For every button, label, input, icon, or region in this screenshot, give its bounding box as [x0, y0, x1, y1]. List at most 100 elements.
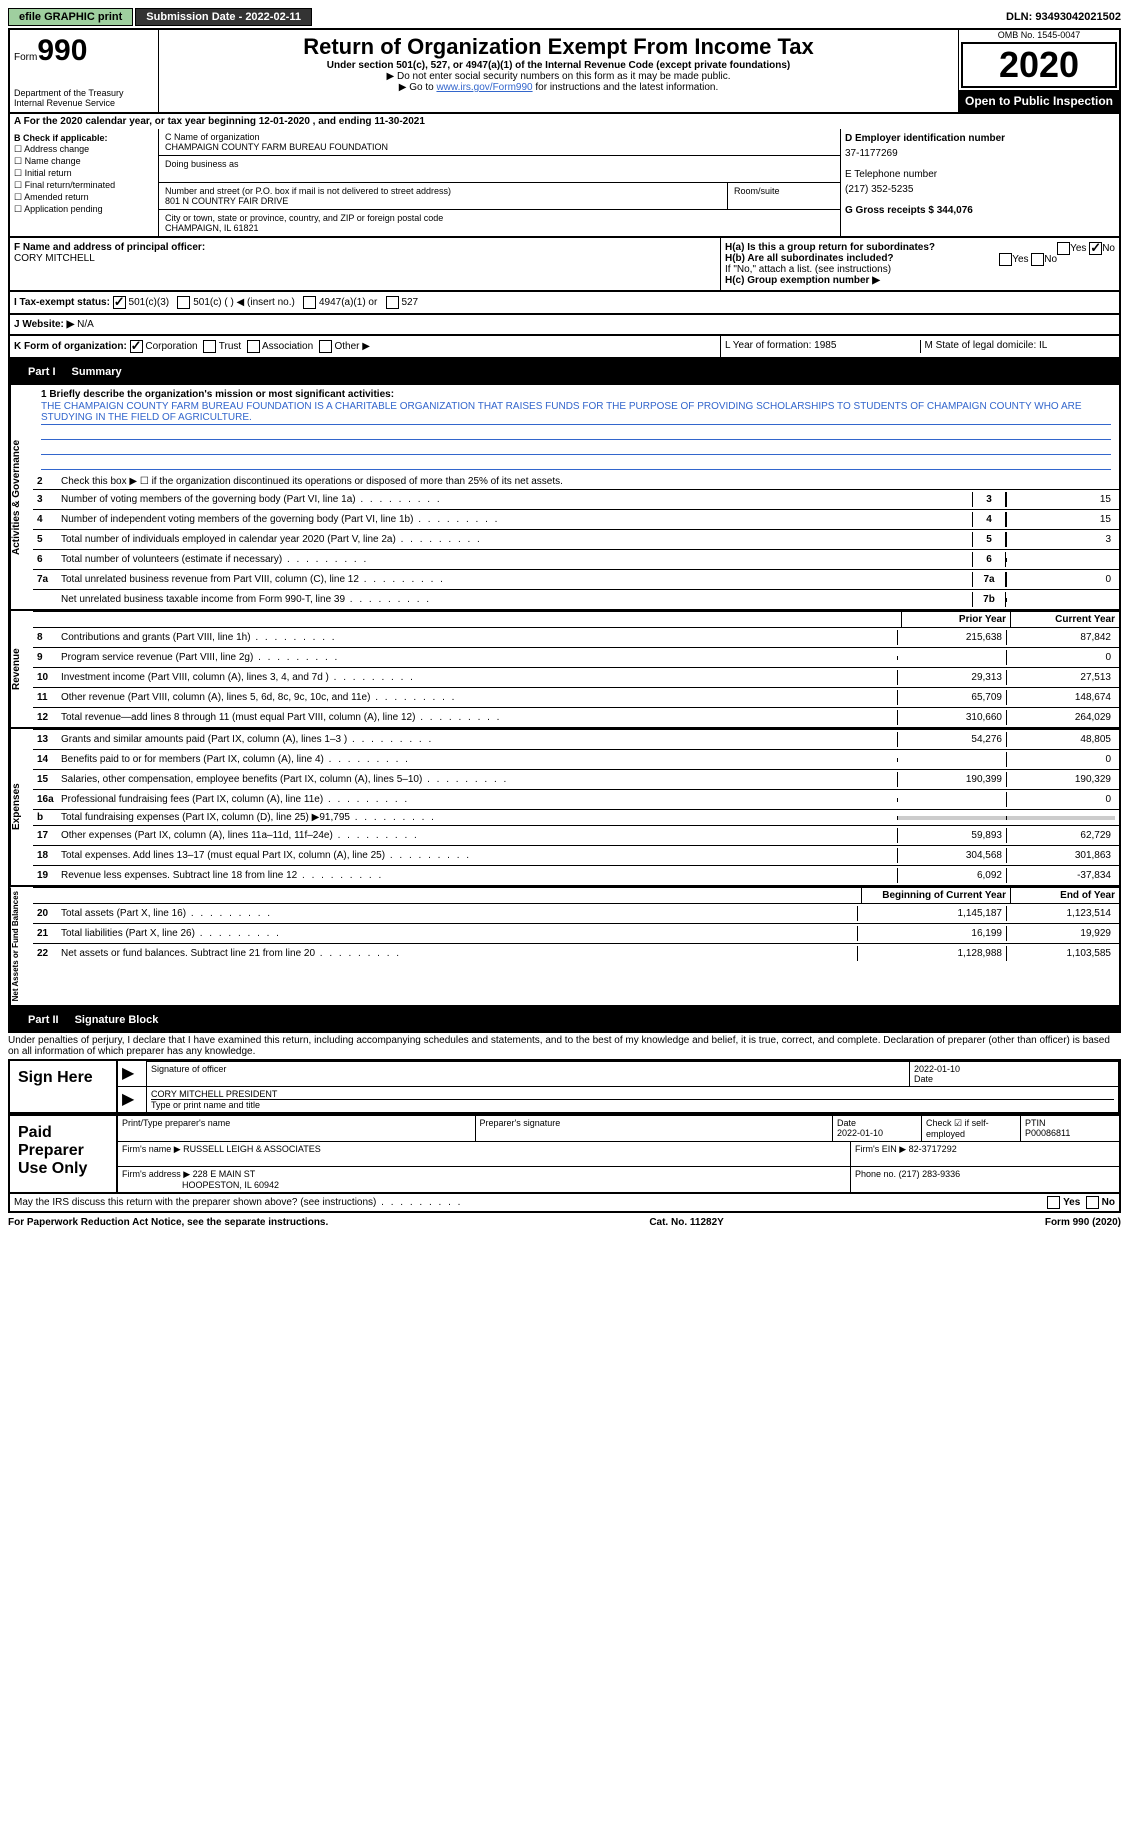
hc-label: H(c) Group exemption number ▶: [725, 275, 880, 286]
k-assoc[interactable]: [247, 340, 260, 353]
header-bar: efile GRAPHIC print Submission Date - 20…: [8, 8, 1121, 26]
date-label: Date: [914, 1074, 933, 1084]
form-title: Return of Organization Exempt From Incom…: [163, 34, 954, 60]
sig-officer-label: Signature of officer: [151, 1064, 226, 1074]
c-name-label: C Name of organization: [165, 132, 834, 142]
main-info: B Check if applicable: ☐ Address change …: [8, 129, 1121, 238]
prep-h2: Preparer's signature: [476, 1116, 834, 1141]
ha-no[interactable]: [1089, 242, 1102, 255]
ha-label: H(a) Is this a group return for subordin…: [725, 242, 935, 253]
current-hdr: Current Year: [1010, 612, 1119, 627]
row-klm: K Form of organization: Corporation Trus…: [8, 336, 1121, 359]
prep-h1: Print/Type preparer's name: [118, 1116, 476, 1141]
table-row: 6Total number of volunteers (estimate if…: [33, 549, 1119, 569]
table-row: bTotal fundraising expenses (Part IX, co…: [33, 809, 1119, 825]
table-row: 12Total revenue—add lines 8 through 11 (…: [33, 707, 1119, 727]
instr-1: ▶ Do not enter social security numbers o…: [163, 71, 954, 82]
arrow-icon: ▶: [122, 1065, 134, 1082]
table-row: 16aProfessional fundraising fees (Part I…: [33, 789, 1119, 809]
hb-yes[interactable]: [999, 253, 1012, 266]
paid-preparer: Paid Preparer Use Only Print/Type prepar…: [8, 1114, 1121, 1194]
form-ref: Form 990 (2020): [1045, 1217, 1121, 1228]
tax-year: 2020: [961, 42, 1117, 88]
hb-label: H(b) Are all subordinates included?: [725, 253, 894, 264]
cb-initial[interactable]: ☐ Initial return: [14, 168, 154, 179]
phone: (217) 352-5235: [845, 184, 1115, 195]
form-number: 990: [37, 34, 87, 67]
table-row: 13Grants and similar amounts paid (Part …: [33, 729, 1119, 749]
table-row: 11Other revenue (Part VIII, column (A), …: [33, 687, 1119, 707]
summary-net: Net Assets or Fund Balances Beginning of…: [8, 887, 1121, 1007]
preparer-label: Paid Preparer Use Only: [10, 1116, 116, 1192]
city: CHAMPAIGN, IL 61821: [165, 223, 834, 233]
side-rev: Revenue: [10, 611, 33, 727]
table-row: 19Revenue less expenses. Subtract line 1…: [33, 865, 1119, 885]
irs-no[interactable]: [1086, 1196, 1099, 1209]
cb-pending[interactable]: ☐ Application pending: [14, 204, 154, 215]
side-gov: Activities & Governance: [10, 385, 33, 609]
street: 801 N COUNTRY FAIR DRIVE: [165, 196, 721, 206]
instr-2-post: for instructions and the latest informat…: [533, 82, 719, 93]
side-exp: Expenses: [10, 729, 33, 885]
table-row: 22Net assets or fund balances. Subtract …: [33, 943, 1119, 963]
name-label: Type or print name and title: [151, 1100, 260, 1110]
table-row: 14Benefits paid to or for members (Part …: [33, 749, 1119, 769]
instr-2-pre: ▶ Go to: [399, 82, 437, 93]
city-label: City or town, state or province, country…: [165, 213, 834, 223]
cb-address[interactable]: ☐ Address change: [14, 144, 154, 155]
cat-no: Cat. No. 11282Y: [649, 1217, 723, 1228]
row-i: I Tax-exempt status: 501(c)(3) 501(c) ( …: [8, 292, 1121, 315]
m-state: M State of legal domicile: IL: [921, 340, 1116, 353]
sign-label: Sign Here: [10, 1061, 116, 1112]
open-public: Open to Public Inspection: [959, 90, 1119, 112]
j-label: J Website: ▶: [14, 319, 74, 330]
k-other[interactable]: [319, 340, 332, 353]
l-year: L Year of formation: 1985: [725, 340, 921, 353]
row-jklm: J Website: ▶ N/A: [8, 315, 1121, 336]
instr-link[interactable]: www.irs.gov/Form990: [436, 82, 532, 93]
declaration: Under penalties of perjury, I declare th…: [8, 1033, 1121, 1059]
irs-yes[interactable]: [1047, 1196, 1060, 1209]
row-a: A For the 2020 calendar year, or tax yea…: [8, 114, 1121, 129]
k-corp[interactable]: [130, 340, 143, 353]
c-name: CHAMPAIGN COUNTY FARM BUREAU FOUNDATION: [165, 142, 834, 152]
end-hdr: End of Year: [1010, 888, 1119, 903]
ein: 37-1177269: [845, 148, 1115, 159]
i-527[interactable]: [386, 296, 399, 309]
prior-hdr: Prior Year: [901, 612, 1010, 627]
k-label: K Form of organization:: [14, 341, 127, 352]
d-label: D Employer identification number: [845, 133, 1005, 144]
efile-button[interactable]: efile GRAPHIC print: [8, 8, 133, 26]
i-501c3[interactable]: [113, 296, 126, 309]
table-row: 7aTotal unrelated business revenue from …: [33, 569, 1119, 589]
i-4947[interactable]: [303, 296, 316, 309]
table-row: 3Number of voting members of the governi…: [33, 489, 1119, 509]
f-name: CORY MITCHELL: [14, 253, 95, 264]
ha-yes[interactable]: [1057, 242, 1070, 255]
prep-h4: Check ☑ if self-employed: [922, 1116, 1021, 1141]
dba-label: Doing business as: [165, 159, 834, 169]
begin-hdr: Beginning of Current Year: [861, 888, 1010, 903]
hb-no[interactable]: [1031, 253, 1044, 266]
mission-text: THE CHAMPAIGN COUNTY FARM BUREAU FOUNDAT…: [41, 400, 1111, 425]
side-net: Net Assets or Fund Balances: [10, 887, 33, 1005]
part1-header: Part ISummary: [8, 359, 1121, 385]
i-501c[interactable]: [177, 296, 190, 309]
k-trust[interactable]: [203, 340, 216, 353]
j-val: N/A: [77, 319, 94, 330]
submission-date: Submission Date - 2022-02-11: [135, 8, 312, 26]
dln: DLN: 93493042021502: [1006, 11, 1121, 23]
b-label: B Check if applicable:: [14, 133, 108, 143]
cb-final[interactable]: ☐ Final return/terminated: [14, 180, 154, 191]
street-label: Number and street (or P.O. box if mail i…: [165, 186, 721, 196]
q1: 1 Briefly describe the organization's mi…: [41, 389, 394, 400]
summary-gov: Activities & Governance 1 Briefly descri…: [8, 385, 1121, 611]
table-row: 18Total expenses. Add lines 13–17 (must …: [33, 845, 1119, 865]
table-row: 4Number of independent voting members of…: [33, 509, 1119, 529]
cb-amended[interactable]: ☐ Amended return: [14, 192, 154, 203]
e-label: E Telephone number: [845, 169, 1115, 180]
sign-here: Sign Here ▶ Signature of officer 2022-01…: [8, 1059, 1121, 1114]
cb-name[interactable]: ☐ Name change: [14, 156, 154, 167]
row-fh: F Name and address of principal officer:…: [8, 238, 1121, 292]
table-row: 17Other expenses (Part IX, column (A), l…: [33, 825, 1119, 845]
